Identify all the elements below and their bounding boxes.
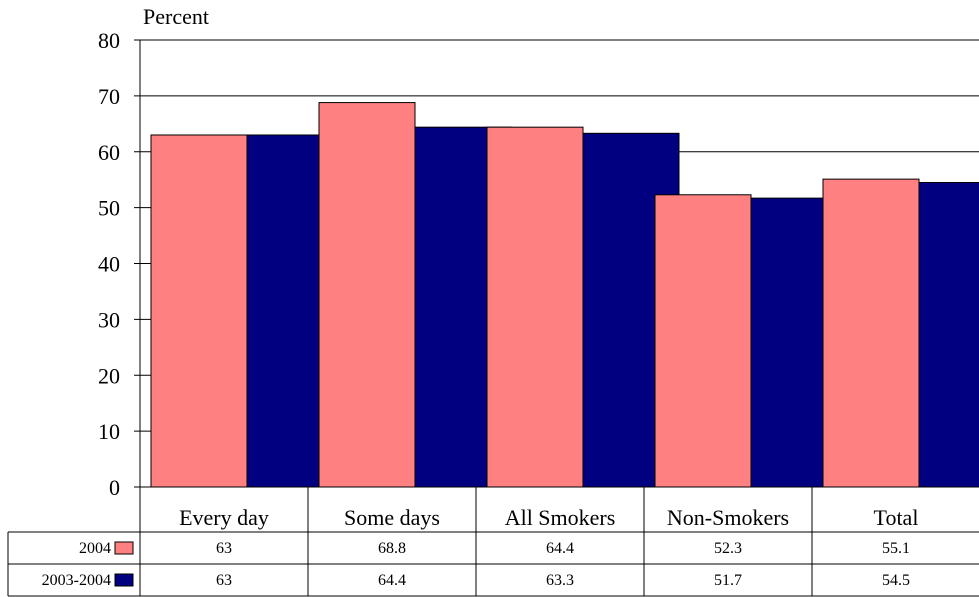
y-axis-title: Percent (143, 4, 209, 29)
bar-series-1-every-day (150, 134, 248, 488)
legend-swatch (114, 541, 134, 555)
bar-series-1-some-days (318, 102, 416, 488)
table-cell-value: 64.4 (378, 572, 406, 589)
y-tick-label: 70 (98, 84, 120, 109)
category-label: Total (874, 505, 919, 530)
y-tick-label: 50 (98, 196, 120, 221)
data-table: Every day Some days All Smokers Non-Smokers… (7, 487, 979, 597)
table-cell-value: 55.1 (882, 540, 910, 557)
y-tick-label: 80 (98, 28, 120, 53)
bar-series-2-total (918, 181, 979, 488)
y-tick-label: 20 (98, 363, 120, 388)
y-tick-label: 0 (109, 475, 120, 500)
table-cell-value: 64.4 (546, 540, 574, 557)
table-cell-value: 63 (216, 572, 232, 589)
table-cell-value: 63 (216, 540, 232, 557)
y-tick-label: 40 (98, 252, 120, 277)
table-cell-value: 63.3 (546, 572, 574, 589)
legend-swatch (114, 573, 134, 587)
y-tick-label: 60 (98, 140, 120, 165)
series-label: 2004 (79, 540, 111, 557)
bars (150, 102, 979, 488)
category-label: All Smokers (505, 505, 616, 530)
y-tick-label: 10 (98, 419, 120, 444)
category-label: Non-Smokers (667, 505, 789, 530)
y-tick-label: 30 (98, 307, 120, 332)
bar-series-1-all-smokers (486, 126, 584, 488)
table-cell-value: 68.8 (378, 540, 406, 557)
bar-series-1-total (822, 178, 920, 488)
table-cell-value: 52.3 (714, 540, 742, 557)
y-axis-ticks: 0 10 20 30 40 50 60 70 80 (98, 28, 140, 500)
series-label: 2003-2004 (42, 572, 111, 589)
category-label: Every day (179, 505, 269, 530)
category-label: Some days (344, 505, 440, 530)
bar-series-1-non-smokers (654, 194, 752, 488)
table-cell-value: 54.5 (882, 572, 910, 589)
axes (139, 40, 979, 488)
table-cell-value: 51.7 (714, 572, 742, 589)
